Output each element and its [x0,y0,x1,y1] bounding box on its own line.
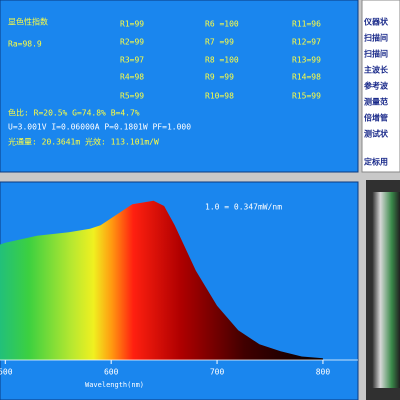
side-item: 定标用 [363,157,388,167]
r-index: R5=99 [120,92,144,101]
x-tick-label: 800 [316,368,331,377]
x-tick-label: 600 [104,368,119,377]
info-line: 光通量: 20.3641m 光效: 113.101m/W [8,137,159,147]
r-index: R3=97 [120,56,144,65]
plot [0,200,323,360]
side-item: 扫描间 [364,49,388,59]
x-tick-label: 700 [210,368,225,377]
side-item: 倍增管 [363,113,388,123]
r-index: R12=97 [292,38,321,47]
r-index: R2=99 [120,38,144,47]
r-index: R9 =99 [205,73,234,82]
r-index: R8 =100 [205,56,239,65]
side-panel [361,0,400,173]
side-item: 测量范 [364,97,388,107]
x-tick-label: 500 [0,368,13,377]
side-item: 主波长 [364,65,389,75]
r-index: R15=99 [292,92,321,101]
r-index: R10=98 [205,92,234,101]
side-item: 测试状 [364,129,389,139]
side-item: 仪器状 [363,17,389,27]
r-index: R6 =100 [205,20,239,29]
annotation: 1.0 = 0.347mW/nm [205,203,282,212]
r-index: R1=99 [120,20,144,29]
r-index: R7 =99 [205,38,234,47]
side-item: 参考波 [363,81,389,91]
camera-image [372,192,400,388]
info-panel [0,0,359,173]
r-index: R11=96 [292,20,321,29]
r-index: R13=99 [292,56,321,65]
title: 显色性指数 [8,17,48,27]
r-index: R14=98 [292,73,321,82]
info-line: 色比: R=20.5% G=74.8% B=4.7% [8,108,140,118]
info-line: U=3.001V I=0.06000A P=0.1801W PF=1.000 [8,123,191,132]
ra: Ra=98.9 [8,40,42,49]
r-index: R4=98 [120,73,144,82]
side-item: 扫描间 [364,33,388,43]
spectrum-area [0,200,323,360]
x-axis-label: Wavelength(nm) [85,381,144,389]
